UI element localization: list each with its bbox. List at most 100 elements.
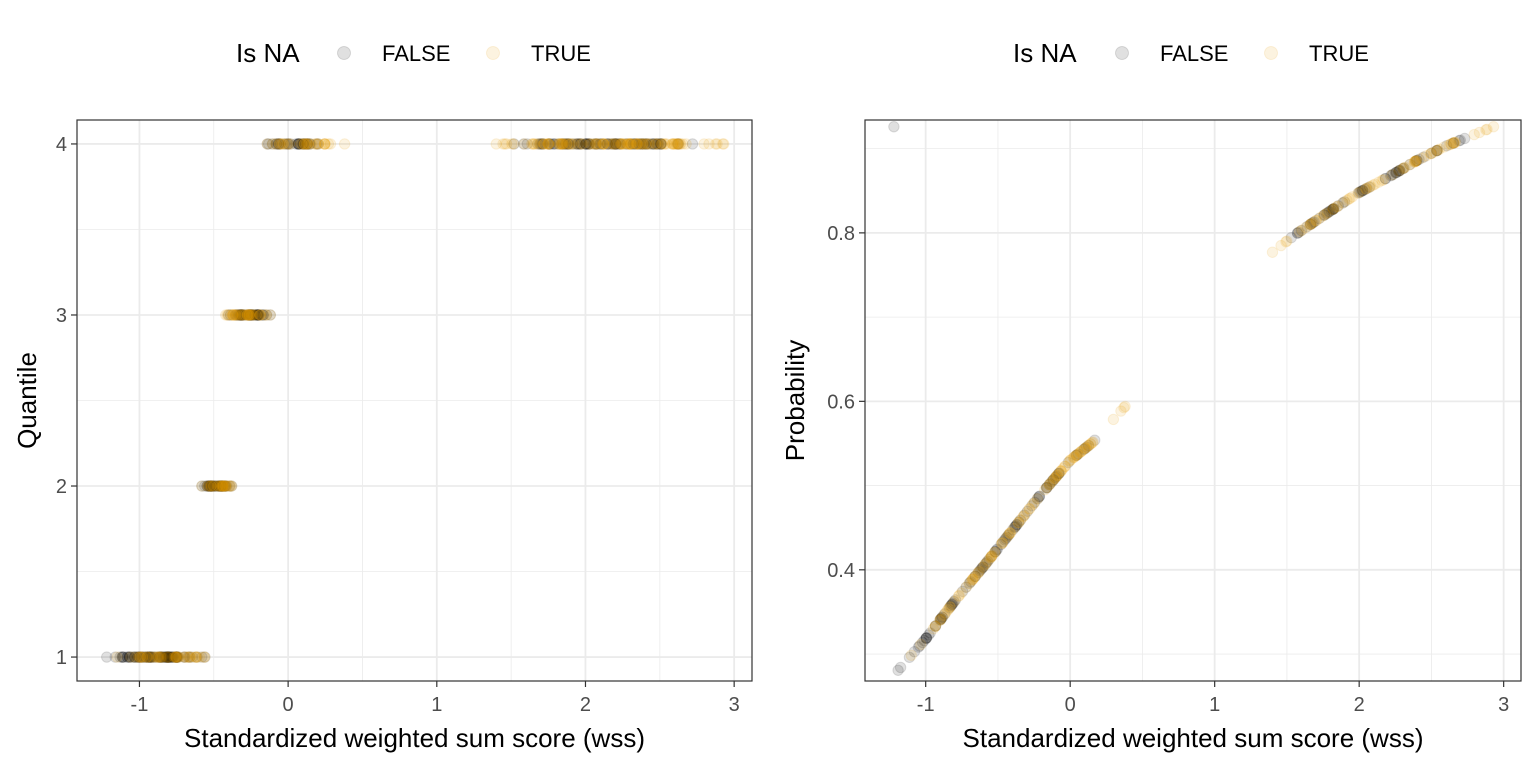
data-point bbox=[920, 632, 933, 644]
data-point bbox=[166, 651, 178, 663]
data-point bbox=[946, 598, 958, 610]
data-point bbox=[1079, 442, 1091, 455]
data-point bbox=[318, 138, 331, 150]
data-point bbox=[630, 138, 642, 150]
data-point bbox=[1119, 400, 1131, 413]
data-point bbox=[532, 138, 544, 150]
data-point bbox=[297, 138, 310, 150]
data-point bbox=[608, 138, 621, 150]
data-point bbox=[163, 651, 176, 663]
data-point bbox=[1063, 455, 1076, 467]
legend-left-title: Is NA bbox=[236, 38, 300, 68]
data-point bbox=[121, 651, 133, 663]
data-point bbox=[1330, 201, 1343, 213]
data-point bbox=[1275, 239, 1287, 252]
data-point bbox=[946, 598, 958, 611]
data-point bbox=[1361, 182, 1373, 195]
data-point bbox=[1448, 137, 1460, 149]
data-point bbox=[1360, 183, 1372, 195]
data-point bbox=[610, 138, 622, 150]
data-point bbox=[1487, 121, 1500, 133]
data-point bbox=[977, 561, 989, 573]
data-point bbox=[170, 651, 182, 663]
data-point bbox=[1359, 183, 1371, 196]
data-point bbox=[1057, 462, 1069, 475]
data-point bbox=[557, 138, 569, 150]
data-point bbox=[562, 138, 574, 150]
data-point bbox=[250, 309, 262, 321]
data-point bbox=[1327, 203, 1340, 215]
data-point bbox=[1447, 137, 1459, 149]
data-point bbox=[635, 138, 648, 150]
data-point bbox=[929, 620, 942, 632]
data-point bbox=[1075, 445, 1087, 458]
data-point bbox=[955, 587, 967, 599]
data-point bbox=[302, 138, 314, 150]
data-point bbox=[302, 138, 315, 150]
data-point bbox=[1393, 165, 1405, 177]
data-point bbox=[534, 138, 547, 150]
data-point bbox=[644, 138, 656, 150]
data-point bbox=[667, 138, 679, 150]
data-point bbox=[1408, 156, 1420, 168]
data-point bbox=[597, 138, 610, 150]
data-point bbox=[128, 651, 141, 663]
data-point bbox=[1076, 445, 1088, 457]
data-point bbox=[625, 138, 637, 150]
data-point bbox=[1310, 214, 1322, 227]
data-point bbox=[1082, 439, 1095, 452]
data-point bbox=[1053, 467, 1065, 479]
data-point bbox=[517, 138, 530, 150]
panel-left: -1 0 1 2 3 1 2 3 4 Standardized weighted sum sc… bbox=[12, 119, 753, 753]
data-point bbox=[219, 480, 231, 492]
data-point bbox=[536, 138, 549, 150]
data-point bbox=[1040, 482, 1053, 494]
data-point bbox=[580, 138, 592, 150]
data-point bbox=[1363, 181, 1375, 194]
data-point bbox=[233, 309, 246, 321]
data-point bbox=[960, 581, 972, 593]
data-point bbox=[140, 651, 152, 663]
data-point bbox=[635, 138, 648, 150]
data-point bbox=[134, 651, 147, 663]
y-tick-label: 2 bbox=[56, 476, 67, 498]
data-point bbox=[934, 614, 946, 627]
data-point bbox=[948, 596, 960, 608]
data-point bbox=[651, 138, 664, 150]
legend-right-true-key bbox=[1264, 46, 1278, 60]
data-point bbox=[618, 138, 631, 150]
data-point bbox=[259, 309, 271, 321]
data-point bbox=[219, 480, 232, 492]
data-point bbox=[557, 138, 569, 150]
data-point bbox=[220, 480, 232, 492]
data-point bbox=[629, 138, 642, 150]
data-point bbox=[652, 138, 664, 150]
data-point bbox=[161, 651, 173, 663]
data-point bbox=[227, 309, 239, 321]
data-point bbox=[253, 309, 265, 321]
data-point bbox=[251, 309, 264, 321]
data-point bbox=[319, 138, 331, 150]
data-point bbox=[1007, 524, 1019, 536]
data-point bbox=[647, 138, 659, 150]
data-point bbox=[1071, 448, 1084, 461]
data-point bbox=[969, 570, 981, 583]
data-point bbox=[1280, 236, 1292, 248]
data-point bbox=[1404, 158, 1416, 171]
data-point bbox=[924, 627, 936, 639]
data-point bbox=[571, 138, 583, 150]
data-point bbox=[989, 546, 1001, 558]
data-point bbox=[282, 138, 294, 150]
data-point bbox=[672, 138, 685, 150]
data-point bbox=[1431, 144, 1443, 157]
legend-left-true-key bbox=[486, 46, 500, 60]
data-point bbox=[301, 138, 313, 150]
data-point bbox=[1321, 207, 1334, 219]
data-point bbox=[979, 558, 992, 570]
data-point bbox=[145, 651, 157, 663]
data-point bbox=[989, 545, 1001, 558]
data-point bbox=[572, 138, 584, 150]
data-point bbox=[610, 138, 622, 150]
data-point bbox=[1447, 137, 1460, 149]
data-point bbox=[1086, 436, 1098, 449]
